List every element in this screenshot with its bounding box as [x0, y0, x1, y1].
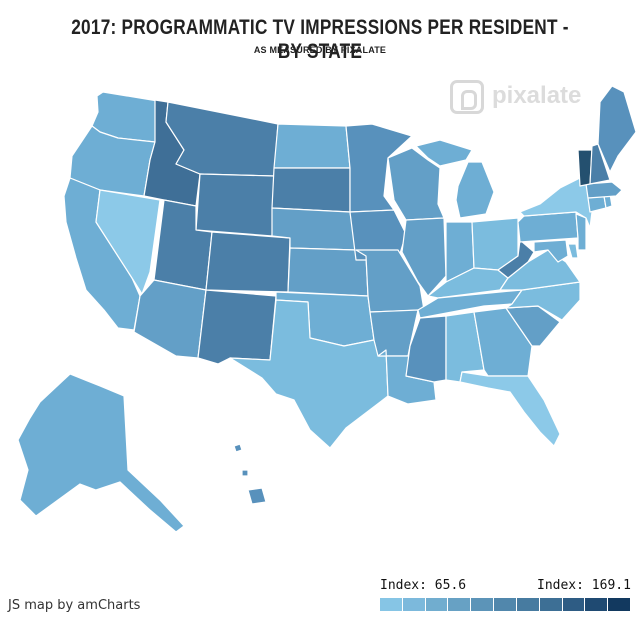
legend-color-scale — [380, 598, 630, 611]
legend-swatch — [516, 598, 540, 611]
state-md[interactable]: Maryland — [533, 239, 569, 263]
map-title: 2017: PROGRAMMATIC TV IMPRESSIONS PER RE… — [71, 16, 569, 63]
pixalate-watermark: pixalate — [450, 80, 610, 120]
state-nd[interactable]: North Dakota — [273, 123, 351, 169]
state-hi-maui[interactable]: Hawaii — [241, 469, 249, 477]
state-nj[interactable]: New Jersey — [575, 213, 587, 251]
legend-swatch — [471, 598, 495, 611]
state-wy[interactable]: Wyoming — [195, 173, 275, 237]
legend-swatch — [425, 598, 449, 611]
state-sd[interactable]: South Dakota — [271, 167, 351, 213]
state-ak[interactable]: Alaska — [17, 373, 185, 533]
legend-swatch — [539, 598, 563, 611]
state-mi-up[interactable]: Michigan — [415, 139, 473, 167]
legend-max-label: Index: 169.1 — [537, 578, 631, 593]
state-wi[interactable]: Wisconsin — [387, 147, 445, 221]
state-de[interactable]: Delaware — [567, 243, 579, 259]
watermark-text: pixalate — [492, 82, 582, 109]
state-nh[interactable]: New Hampshire — [589, 143, 611, 185]
legend-min-label: Index: 65.6 — [380, 578, 467, 593]
state-pa[interactable]: Pennsylvania — [517, 211, 579, 243]
legend-swatch — [608, 598, 630, 611]
state-nm[interactable]: New Mexico — [197, 289, 277, 365]
state-hi-oahu[interactable]: Hawaii — [233, 443, 243, 453]
state-tx[interactable]: Texas — [229, 299, 389, 449]
state-ma[interactable]: Massachusetts — [585, 181, 623, 199]
legend-swatch — [380, 598, 403, 611]
pixalate-logo-icon — [450, 80, 484, 114]
state-co[interactable]: Colorado — [205, 231, 291, 293]
state-ia[interactable]: Iowa — [349, 209, 407, 261]
state-az[interactable]: Arizona — [133, 279, 207, 359]
legend-swatch — [562, 598, 586, 611]
state-fl[interactable]: Florida — [459, 371, 561, 447]
map-subtitle: AS MEASURED BY PIXALATE — [253, 45, 387, 55]
state-mt[interactable]: Montana — [165, 101, 279, 177]
state-hi[interactable]: Hawaii — [247, 487, 267, 505]
amcharts-credit-link[interactable]: JS map by amCharts — [8, 598, 141, 613]
state-mi[interactable]: Michigan — [455, 161, 495, 219]
legend-swatch — [494, 598, 517, 611]
state-me[interactable]: Maine — [597, 85, 637, 173]
legend-swatch — [402, 598, 426, 611]
state-mn[interactable]: Minnesota — [345, 123, 413, 213]
legend-swatch — [448, 598, 472, 611]
legend-swatch — [585, 598, 609, 611]
